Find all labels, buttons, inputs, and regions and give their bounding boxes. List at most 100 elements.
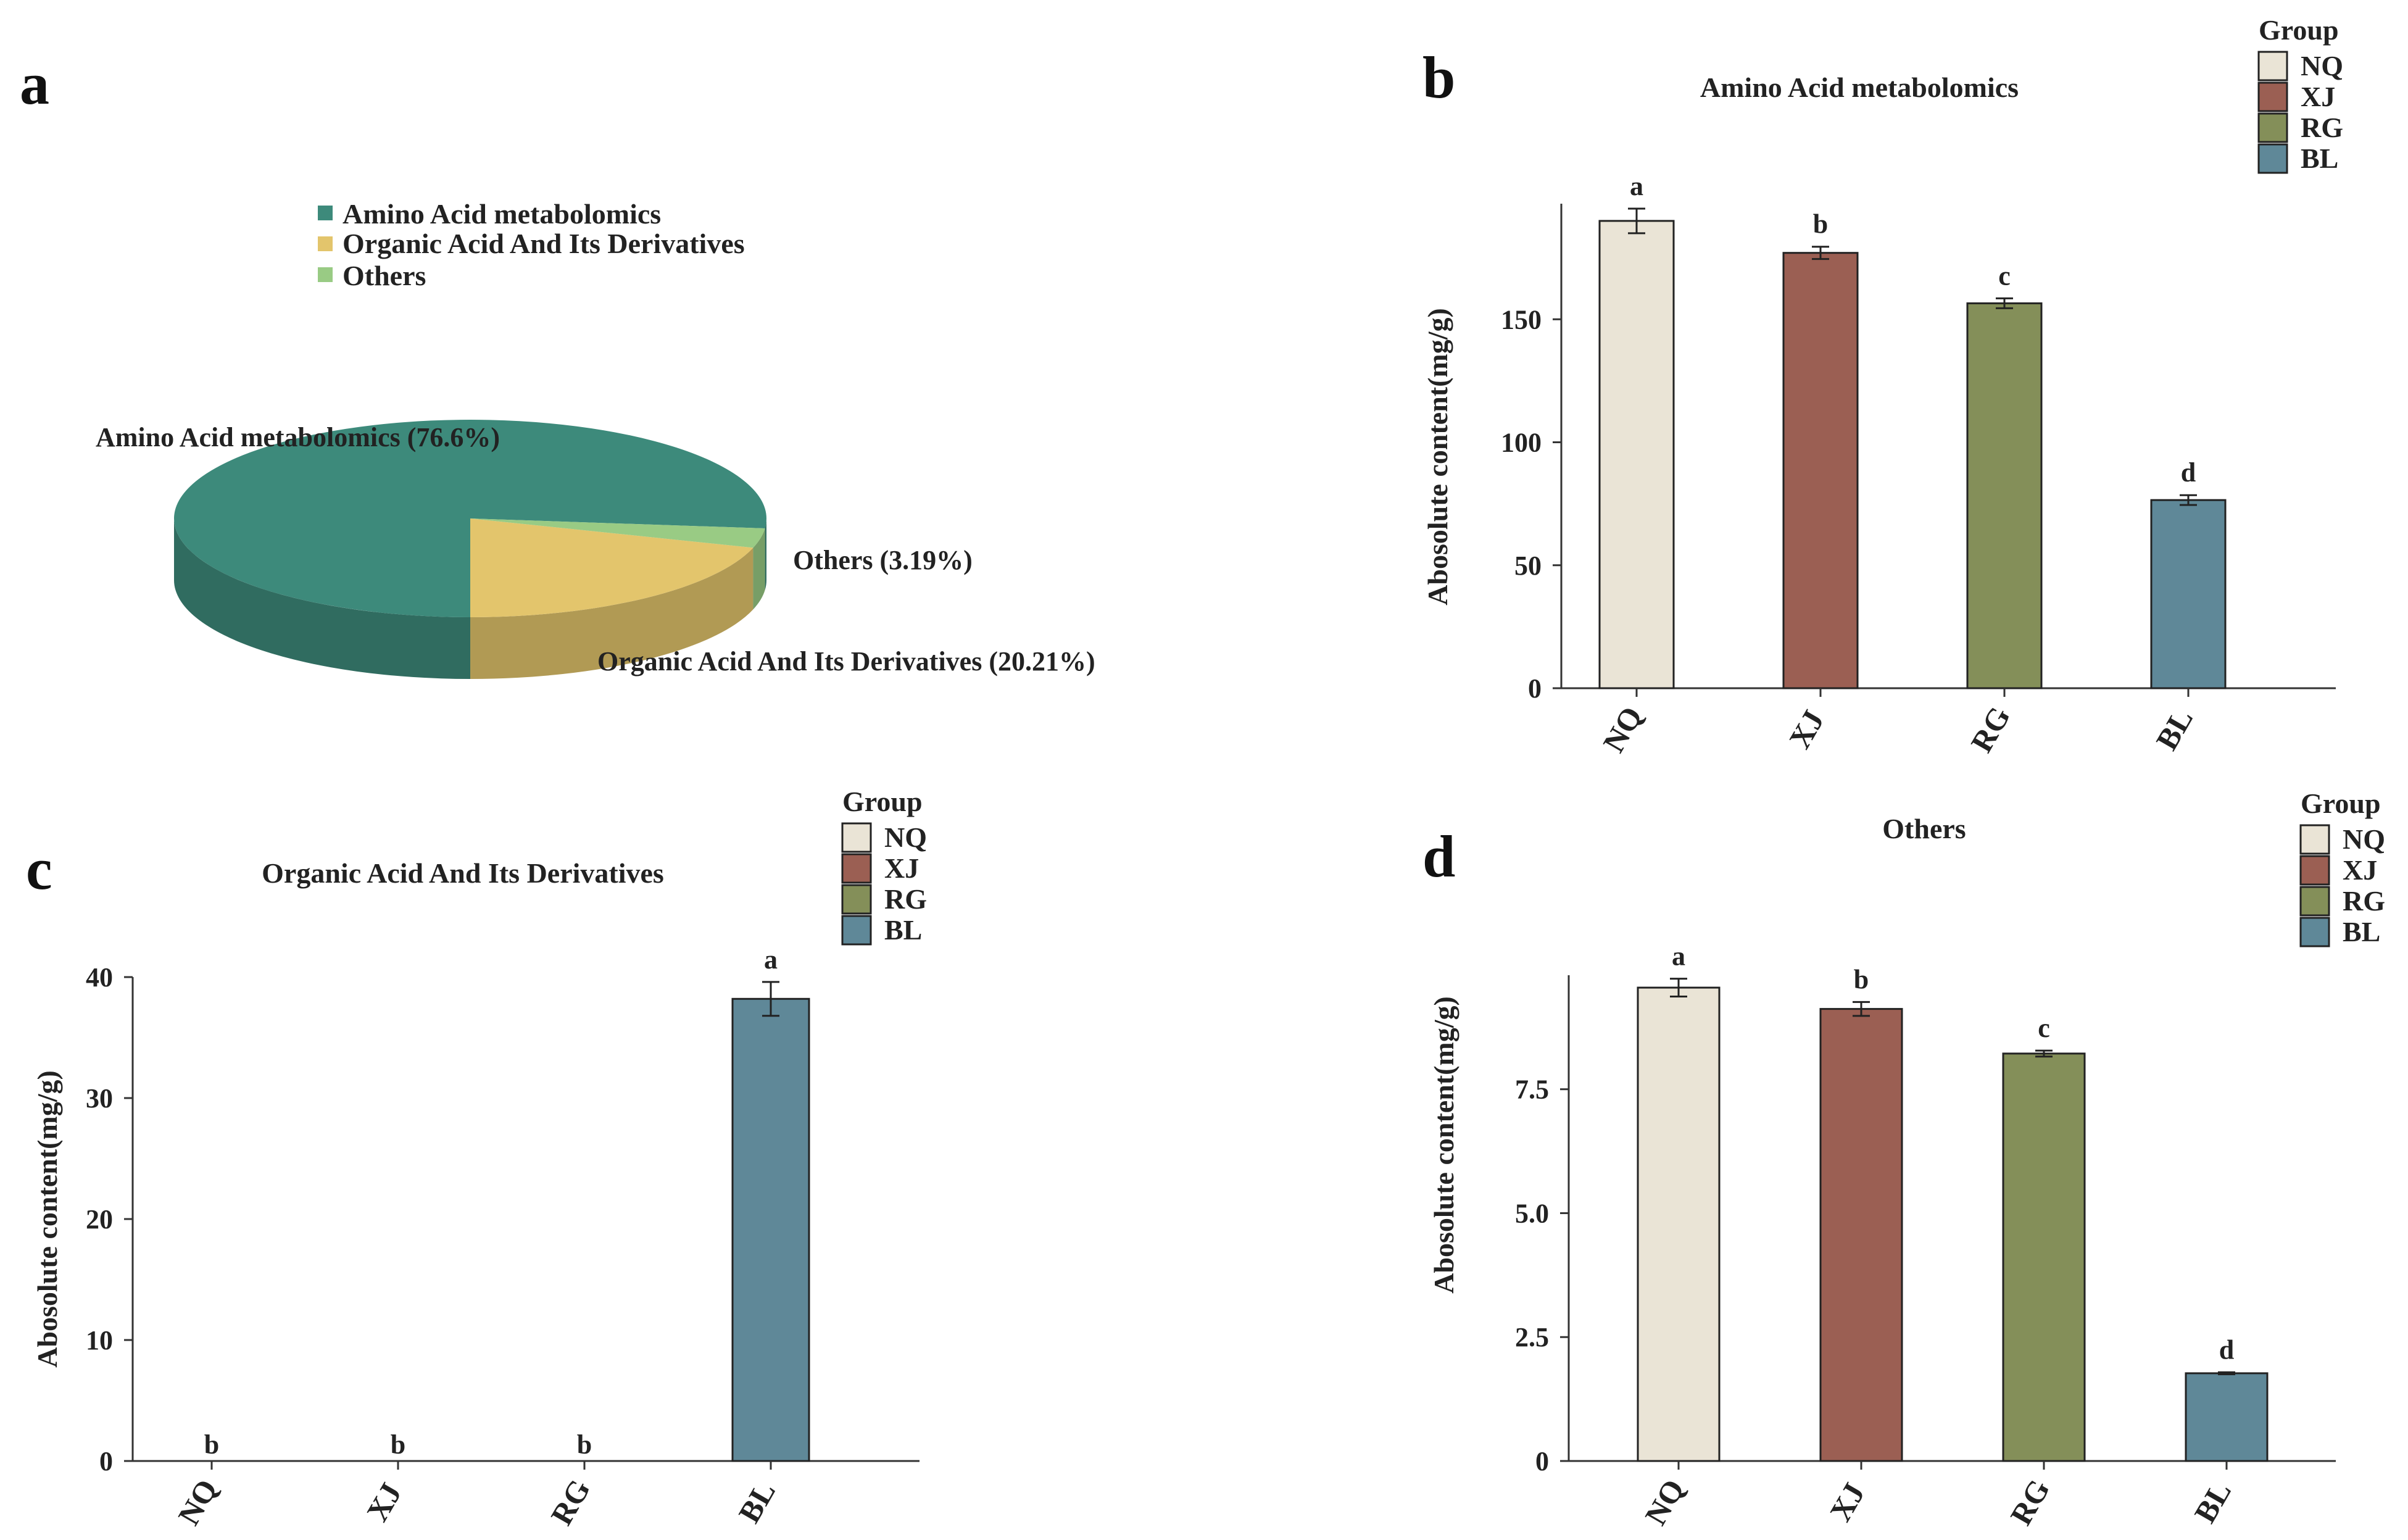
legend-swatch-d-BL bbox=[2299, 917, 2330, 947]
x-tick-label-b-RG: RG bbox=[1964, 701, 2017, 758]
legend-label-b-XJ: XJ bbox=[2301, 81, 2335, 112]
y-tick-label-c-0: 0 bbox=[99, 1446, 113, 1476]
legend-swatch-b-XJ bbox=[2257, 81, 2288, 112]
panel-letter-d: d bbox=[1422, 823, 1455, 889]
pie-slice-others bbox=[470, 518, 765, 548]
legend-swatch-d-XJ bbox=[2299, 855, 2330, 886]
pie-legend-swatch-organic bbox=[318, 236, 333, 251]
legend-swatch-b-NQ bbox=[2257, 51, 2288, 81]
pie-side-amino-0 bbox=[765, 518, 766, 591]
bar-b-XJ bbox=[1782, 252, 1859, 689]
x-tick-label-d-RG: RG bbox=[2003, 1473, 2056, 1531]
chart-title-b: Amino Acid metabolomics bbox=[1700, 72, 2019, 103]
legend-label-d-BL: BL bbox=[2343, 916, 2380, 947]
x-tick-label-c-XJ: XJ bbox=[360, 1477, 409, 1527]
bar-b-BL bbox=[2150, 499, 2227, 689]
legend-swatch-d-NQ bbox=[2299, 824, 2330, 855]
pie-side-others-0 bbox=[753, 528, 765, 610]
x-tick-label-d-NQ: NQ bbox=[1638, 1473, 1691, 1531]
x-tick-label-b-NQ: NQ bbox=[1596, 701, 1649, 758]
legend-swatch-c-RG bbox=[841, 884, 872, 915]
y-tick-label-c-1: 10 bbox=[86, 1325, 113, 1355]
pie-chart-a: Amino Acid metabolomics Organic Acid And… bbox=[96, 198, 1095, 679]
y-tick-label-c-4: 40 bbox=[86, 962, 113, 993]
bar-b-NQ bbox=[1598, 220, 1675, 689]
significance-label-d-RG: c bbox=[2038, 1013, 2050, 1043]
pie-side-amino-1 bbox=[174, 518, 470, 679]
legend-label-c-RG: RG bbox=[884, 883, 927, 915]
y-tick-label-b-3: 150 bbox=[1501, 304, 1542, 335]
legend-swatch-b-RG bbox=[2257, 112, 2288, 143]
y-tick-label-d-1: 2.5 bbox=[1515, 1322, 1549, 1352]
pie-legend-label-others: Others bbox=[343, 260, 426, 291]
significance-label-b-NQ: a bbox=[1630, 171, 1643, 201]
pie-tops bbox=[174, 420, 767, 617]
significance-label-d-BL: d bbox=[2219, 1334, 2234, 1365]
legend-title-d: Group bbox=[2301, 788, 2381, 819]
y-tick-label-b-1: 50 bbox=[1514, 551, 1542, 581]
legend-swatch-c-NQ bbox=[841, 822, 872, 853]
significance-label-c-NQ: b bbox=[204, 1430, 219, 1460]
bar-d-NQ bbox=[1637, 986, 1721, 1462]
legend-label-b-NQ: NQ bbox=[2301, 50, 2343, 81]
pie-legend-swatch-others bbox=[318, 267, 333, 282]
legend-label-b-BL: BL bbox=[2301, 143, 2338, 174]
y-tick-label-d-2: 5.0 bbox=[1515, 1198, 1549, 1228]
pie-slice-organic bbox=[470, 518, 754, 617]
pie-legend: Amino Acid metabolomics Organic Acid And… bbox=[318, 198, 745, 291]
legend-swatch-c-XJ bbox=[841, 853, 872, 884]
x-tick-label-d-BL: BL bbox=[2187, 1476, 2238, 1529]
y-tick-label-d-3: 7.5 bbox=[1515, 1075, 1549, 1105]
significance-label-b-XJ: b bbox=[1813, 209, 1828, 239]
significance-label-d-XJ: b bbox=[1854, 964, 1869, 994]
legend-swatch-b-BL bbox=[2257, 143, 2288, 174]
significance-label-c-RG: b bbox=[577, 1430, 592, 1460]
pie-legend-label-organic: Organic Acid And Its Derivatives bbox=[343, 228, 745, 259]
panel-letter-c: c bbox=[26, 836, 52, 902]
y-tick-label-c-2: 20 bbox=[86, 1204, 113, 1234]
bar-d-BL bbox=[2185, 1372, 2269, 1462]
bar-d-XJ bbox=[1819, 1008, 1903, 1462]
y-tick-label-d-0: 0 bbox=[1535, 1446, 1549, 1476]
pie-label-others: Others (3.19%) bbox=[793, 545, 973, 575]
x-tick-label-c-NQ: NQ bbox=[171, 1473, 224, 1531]
legend-label-d-XJ: XJ bbox=[2343, 854, 2377, 886]
x-tick-label-d-XJ: XJ bbox=[1823, 1477, 1872, 1527]
legend-swatch-d-RG bbox=[2299, 886, 2330, 917]
y-tick-label-b-2: 100 bbox=[1501, 428, 1542, 458]
pie-legend-swatch-amino bbox=[318, 206, 333, 220]
bar-chart-b: Amino Acid metabolomics Abosolute conten… bbox=[1422, 72, 2336, 758]
y-axis-label-c: Abosolute content(mg/g) bbox=[31, 1070, 63, 1368]
significance-label-b-RG: c bbox=[1998, 260, 2011, 291]
legend-label-b-RG: RG bbox=[2301, 112, 2343, 143]
chart-title-c: Organic Acid And Its Derivatives bbox=[262, 857, 664, 889]
y-tick-label-c-3: 30 bbox=[86, 1083, 113, 1113]
x-tick-label-b-XJ: XJ bbox=[1782, 704, 1831, 754]
pie-sides bbox=[174, 518, 766, 679]
legend-label-d-NQ: NQ bbox=[2343, 823, 2385, 855]
bar-c-BL bbox=[731, 997, 810, 1462]
legend-title-b: Group bbox=[2259, 14, 2339, 46]
legend-label-c-BL: BL bbox=[884, 914, 922, 946]
pie-label-amino: Amino Acid metabolomics (76.6%) bbox=[96, 422, 500, 452]
bar-d-RG bbox=[2002, 1052, 2086, 1462]
legend-label-c-XJ: XJ bbox=[884, 852, 919, 884]
significance-label-c-XJ: b bbox=[391, 1430, 405, 1460]
x-tick-label-b-BL: BL bbox=[2149, 703, 2199, 756]
bar-chart-d: Others Abosolute content(mg/g) 0 2.5 5.0 7.… bbox=[1428, 813, 2336, 1531]
significance-label-c-BL: a bbox=[764, 944, 778, 975]
chart-title-d: Others bbox=[1882, 813, 1966, 844]
pie-label-organic: Organic Acid And Its Derivatives (20.21%… bbox=[597, 646, 1095, 676]
significance-label-b-BL: d bbox=[2181, 457, 2196, 488]
pie-slice-amino bbox=[174, 420, 767, 617]
y-tick-label-b-0: 0 bbox=[1528, 673, 1542, 704]
x-tick-label-c-RG: RG bbox=[544, 1473, 597, 1531]
pie-side-organic-0 bbox=[470, 547, 754, 679]
panel-letter-a: a bbox=[20, 51, 49, 117]
legend-label-c-NQ: NQ bbox=[884, 822, 927, 853]
significance-label-d-NQ: a bbox=[1672, 941, 1685, 972]
legend-label-d-RG: RG bbox=[2343, 885, 2385, 917]
